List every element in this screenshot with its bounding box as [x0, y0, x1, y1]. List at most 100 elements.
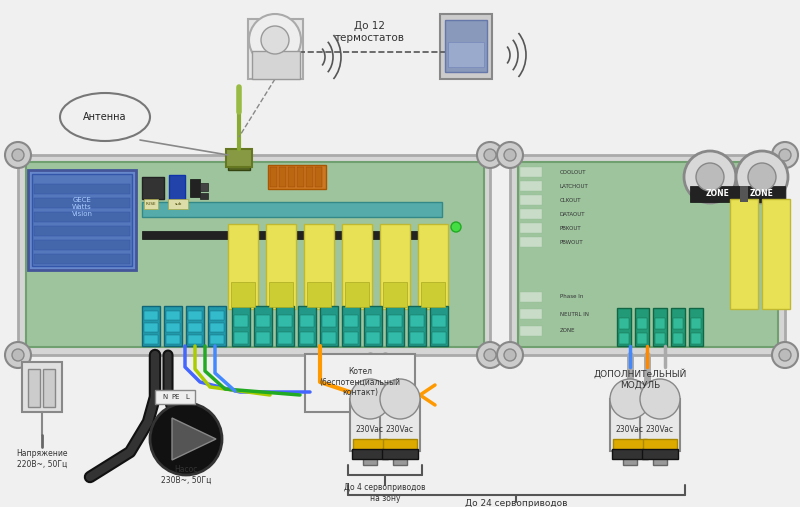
Bar: [279, 167, 286, 187]
Bar: [190, 179, 200, 197]
Bar: [210, 323, 224, 332]
Bar: [352, 449, 388, 459]
Text: Котел
(беспотенциальный
контакт): Котел (беспотенциальный контакт): [319, 367, 401, 397]
Text: ZONE: ZONE: [560, 329, 575, 334]
Text: GECE
Watts
Vision: GECE Watts Vision: [71, 197, 93, 217]
Bar: [278, 315, 292, 327]
Bar: [188, 335, 202, 344]
Circle shape: [477, 142, 503, 168]
Bar: [388, 332, 402, 344]
Bar: [410, 332, 424, 344]
Text: PBKOUT: PBKOUT: [560, 226, 582, 231]
Bar: [637, 333, 647, 344]
Bar: [730, 199, 758, 309]
Bar: [22, 362, 62, 412]
Text: Антенна: Антенна: [83, 112, 126, 122]
Text: До 12
термостатов: До 12 термостатов: [335, 21, 405, 43]
Bar: [144, 311, 158, 320]
Bar: [188, 311, 202, 320]
Bar: [520, 309, 542, 319]
Bar: [613, 439, 647, 451]
Bar: [520, 195, 542, 205]
Bar: [364, 306, 382, 346]
Bar: [208, 306, 226, 346]
Bar: [322, 332, 336, 344]
Bar: [231, 282, 255, 307]
Text: 230Vac: 230Vac: [616, 424, 644, 433]
Bar: [32, 174, 132, 266]
Bar: [366, 332, 380, 344]
Bar: [155, 390, 195, 404]
Bar: [382, 449, 418, 459]
Bar: [18, 155, 490, 355]
Circle shape: [504, 349, 516, 361]
Bar: [166, 311, 180, 320]
Bar: [510, 155, 785, 355]
Bar: [254, 306, 272, 346]
Text: ДОПОЛНИТеЛЬНЫЙ
МОДУЛЬ: ДОПОЛНИТеЛЬНЫЙ МОДУЛЬ: [594, 369, 686, 389]
Bar: [353, 439, 387, 451]
Bar: [43, 369, 55, 407]
Bar: [342, 306, 360, 346]
Bar: [166, 335, 180, 344]
Text: DATAOUT: DATAOUT: [560, 211, 586, 216]
Bar: [653, 308, 667, 346]
Circle shape: [261, 26, 289, 54]
Bar: [691, 333, 701, 344]
Circle shape: [5, 342, 31, 368]
Bar: [200, 193, 208, 199]
Bar: [383, 282, 407, 307]
Bar: [690, 186, 785, 202]
Text: COOLOUT: COOLOUT: [560, 169, 586, 174]
Bar: [518, 162, 778, 347]
Text: 230Vac: 230Vac: [386, 424, 414, 433]
Bar: [300, 332, 314, 344]
Text: N: N: [162, 394, 168, 400]
Bar: [34, 184, 130, 194]
Bar: [34, 254, 130, 264]
Bar: [430, 306, 448, 346]
Text: CLKOUT: CLKOUT: [560, 198, 582, 202]
Bar: [278, 332, 292, 344]
Bar: [520, 209, 542, 219]
Circle shape: [736, 151, 788, 203]
Bar: [300, 315, 314, 327]
Bar: [380, 399, 420, 451]
Bar: [655, 333, 665, 344]
Bar: [380, 224, 410, 309]
Bar: [256, 315, 270, 327]
Bar: [226, 149, 252, 167]
Bar: [432, 315, 446, 327]
Text: sub: sub: [174, 202, 182, 206]
Bar: [266, 224, 296, 309]
Bar: [440, 14, 492, 79]
Text: До 4 сервоприводов
на зону: До 4 сервоприводов на зону: [344, 483, 426, 503]
Bar: [342, 224, 372, 309]
Bar: [256, 332, 270, 344]
Bar: [637, 318, 647, 329]
Circle shape: [451, 222, 461, 232]
Bar: [344, 315, 358, 327]
Bar: [393, 457, 407, 465]
Bar: [142, 177, 164, 199]
Bar: [418, 224, 448, 309]
Bar: [445, 20, 487, 72]
Bar: [520, 237, 542, 247]
Bar: [142, 306, 160, 346]
Bar: [306, 167, 313, 187]
Bar: [34, 212, 130, 222]
Bar: [619, 333, 629, 344]
Bar: [166, 323, 180, 332]
Circle shape: [772, 142, 798, 168]
Bar: [520, 223, 542, 233]
Text: Phase In: Phase In: [560, 295, 583, 300]
Bar: [315, 167, 322, 187]
Bar: [612, 449, 648, 459]
Bar: [619, 318, 629, 329]
Text: ZONE: ZONE: [750, 190, 774, 199]
Bar: [345, 282, 369, 307]
Bar: [691, 318, 701, 329]
Bar: [164, 306, 182, 346]
Bar: [298, 306, 316, 346]
Text: Напряжение
220В~, 50Гц: Напряжение 220В~, 50Гц: [16, 449, 68, 468]
